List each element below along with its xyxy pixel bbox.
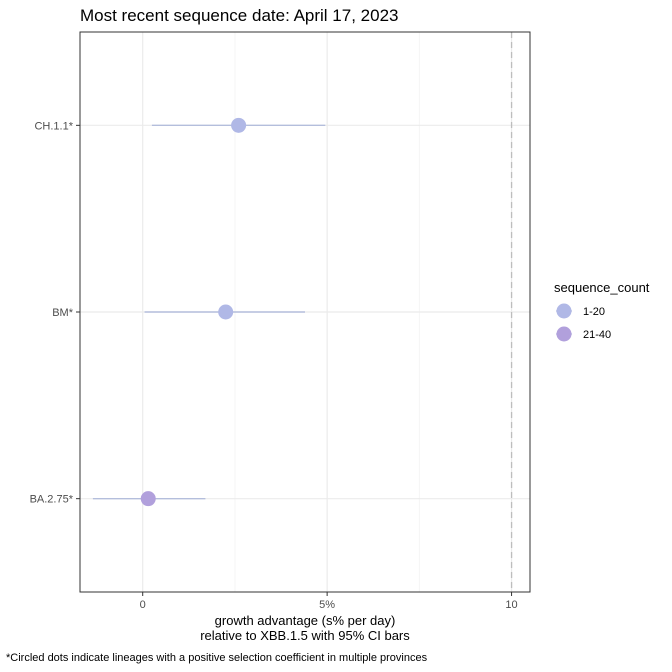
y-tick-label: BA.2.75* [30,494,74,506]
data-point [140,491,156,507]
x-axis-title-line1: growth advantage (s% per day) [215,613,396,628]
x-tick-label: 0 [140,599,146,611]
data-point [218,304,234,320]
data-points [140,117,247,507]
x-tick-label: 10 [505,599,517,611]
legend-key-point [556,326,572,342]
legend-label: 21-40 [583,329,611,341]
x-tick-label: 5% [319,599,335,611]
caption: *Circled dots indicate lineages with a p… [6,652,428,664]
x-axis: 0 5% 10 [140,592,518,611]
data-point [231,117,247,133]
y-tick-label: BM* [52,307,74,319]
legend: sequence_count 1-20 21-40 [554,280,650,344]
legend-title: sequence_count [554,280,650,295]
x-axis-title-line2: relative to XBB.1.5 with 95% CI bars [200,628,410,643]
y-tick-label: CH.1.1* [34,120,73,132]
chart-title: Most recent sequence date: April 17, 202… [80,6,398,25]
legend-label: 1-20 [583,306,605,318]
y-axis: CH.1.1* BM* BA.2.75* [30,120,80,506]
legend-key-point [556,303,572,319]
